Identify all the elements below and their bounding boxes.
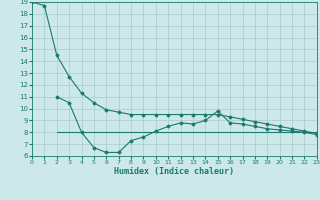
X-axis label: Humidex (Indice chaleur): Humidex (Indice chaleur) — [115, 167, 234, 176]
